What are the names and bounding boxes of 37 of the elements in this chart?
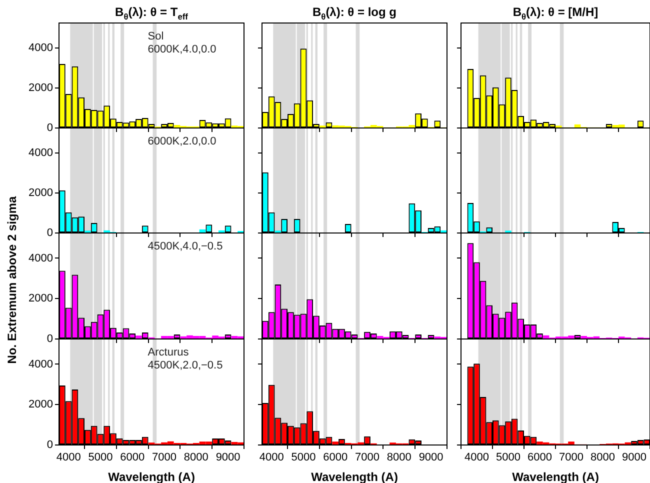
x-tick-label: 5000 — [291, 452, 316, 464]
x-tick-label: 6000 — [323, 452, 348, 464]
y-tick-label: 2000 — [28, 292, 53, 305]
y-tick-label: 0 — [46, 439, 53, 452]
annotation: 6000K,4.0,0.0 — [148, 44, 216, 56]
x-tick-label: 7000 — [559, 452, 584, 464]
x-tick-label: 8000 — [386, 452, 412, 464]
y-tick-label: 4000 — [28, 147, 53, 160]
x-tick-label: 8000 — [590, 452, 615, 464]
x-tick-label: 5000 — [88, 452, 113, 464]
x-tick-label: 4000 — [464, 452, 489, 464]
x-tick-label: 4000 — [56, 452, 81, 464]
x-tick-label: 7000 — [152, 452, 176, 464]
annotation: Sol — [148, 30, 164, 43]
y-tick-label: 2000 — [28, 398, 53, 411]
y-tick-label: 0 — [46, 227, 53, 240]
x-tick-label: 6000 — [528, 452, 552, 464]
y-tick-label: 0 — [46, 122, 53, 134]
y-tick-label: 4000 — [28, 252, 53, 264]
y-tick-label: 2000 — [28, 82, 53, 94]
x-tick-label: 9000 — [622, 452, 646, 464]
x-tick-label: 9000 — [418, 452, 444, 464]
x-tick-label: 4000 — [259, 452, 284, 464]
annotation: Arcturus — [148, 346, 190, 359]
y-tick-label: 4000 — [28, 358, 53, 370]
x-tick-label: 5000 — [496, 452, 520, 464]
x-tick-label: 8000 — [184, 452, 208, 464]
annotation: 4500K,2.0,−0.5 — [148, 360, 223, 372]
y-axis-title: No. Extremum above 2 sigma — [5, 196, 19, 364]
x-tick-label: 9000 — [216, 452, 240, 464]
y-tick-label: 0 — [46, 333, 53, 346]
annotation: 6000K,2.0,0.0 — [148, 136, 216, 148]
x-tick-label: 7000 — [355, 452, 380, 464]
annotation: 4500K,4.0,−0.5 — [148, 240, 223, 253]
y-tick-label: 2000 — [28, 187, 53, 200]
y-tick-label: 4000 — [28, 42, 53, 54]
x-tick-label: 6000 — [120, 452, 145, 464]
